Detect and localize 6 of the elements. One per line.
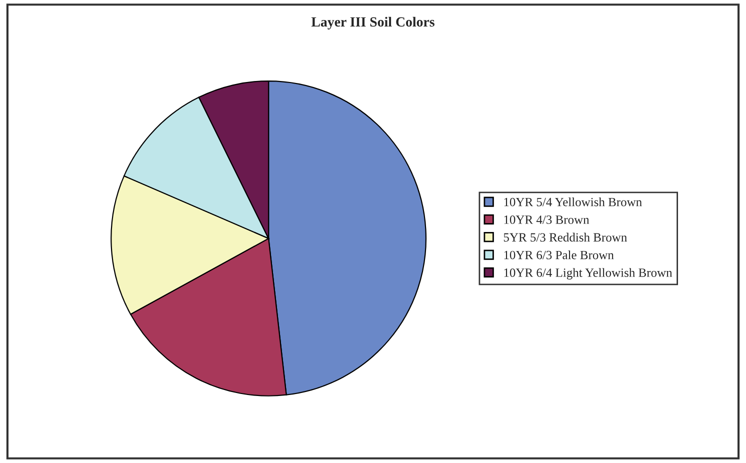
- legend-label: 10YR 4/3 Brown: [504, 215, 590, 224]
- legend-label: 10YR 5/4 Yellowish Brown: [504, 197, 642, 206]
- legend-label: 10YR 6/4 Light Yellowish Brown: [504, 268, 672, 280]
- chart-title: Layer III Soil Colors: [311, 16, 434, 30]
- legend-label: 5YR 5/3 Reddish Brown: [504, 232, 627, 242]
- legend-label: 10YR 6/3 Pale Brown: [504, 250, 614, 260]
